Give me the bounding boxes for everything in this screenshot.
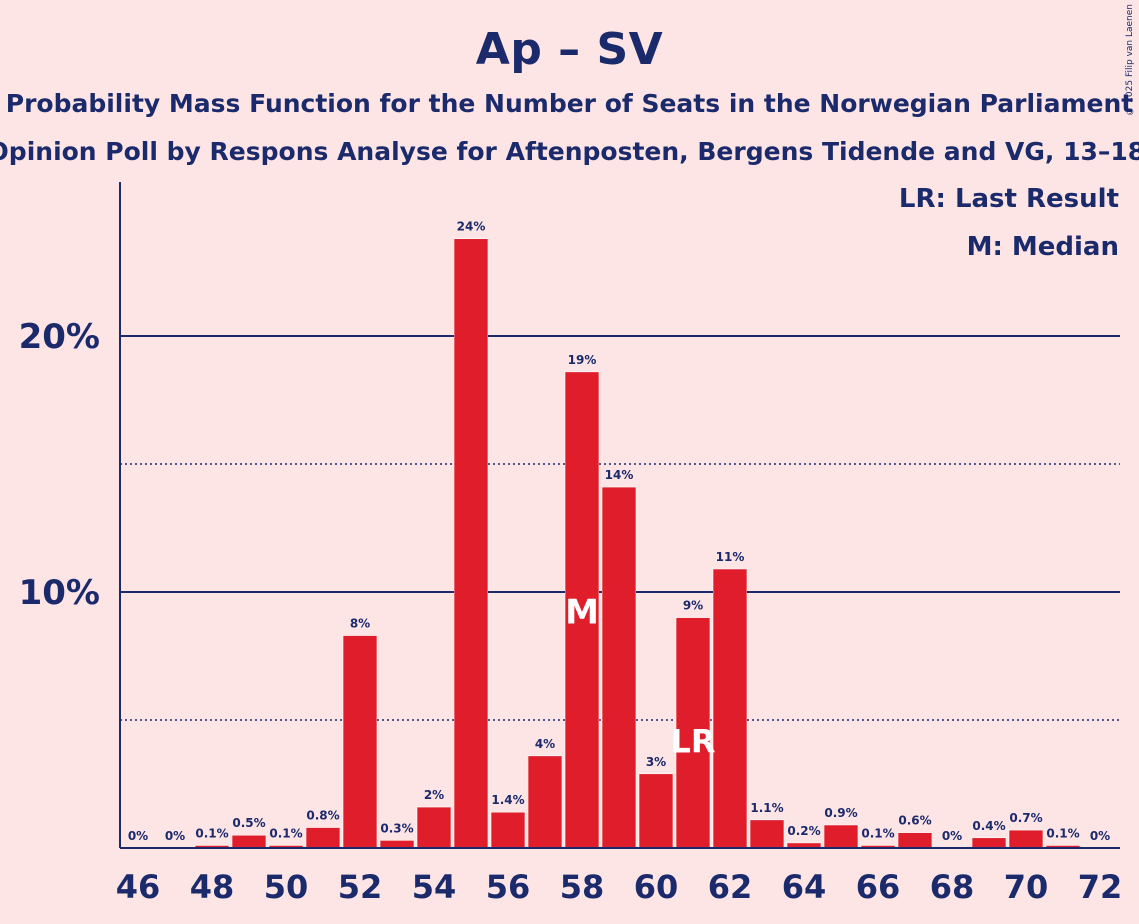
x-tick-label: 72	[1078, 868, 1123, 906]
bar-seat-61	[675, 617, 711, 849]
bar-seat-52	[342, 635, 378, 849]
bar-seat-51	[305, 827, 341, 849]
value-label: 0.1%	[269, 826, 302, 840]
x-tick-label: 54	[412, 868, 457, 906]
value-label: 1.4%	[491, 793, 524, 807]
value-label: 3%	[646, 755, 666, 769]
value-label: 0.7%	[1009, 811, 1042, 825]
x-tick-label: 48	[190, 868, 235, 906]
value-label: 0.3%	[380, 821, 413, 835]
x-tick-label: 46	[116, 868, 161, 906]
bar-seat-58	[564, 371, 600, 849]
x-tick-label: 52	[338, 868, 383, 906]
bar-seat-56	[490, 811, 526, 849]
y-tick-label: 20%	[19, 317, 100, 357]
value-label: 2%	[424, 788, 444, 802]
value-label: 0.1%	[861, 826, 894, 840]
value-label: 0.9%	[824, 806, 857, 820]
bar-seat-67	[897, 832, 933, 849]
value-label: 11%	[716, 550, 745, 564]
x-tick-label: 68	[930, 868, 975, 906]
x-tick-label: 56	[486, 868, 531, 906]
bar-seat-57	[527, 755, 563, 849]
value-label: 0.8%	[306, 809, 339, 823]
x-tick-label: 60	[634, 868, 679, 906]
value-label: 0.5%	[232, 816, 265, 830]
value-label: 0.1%	[1046, 826, 1079, 840]
value-label: 0.2%	[787, 824, 820, 838]
x-tick-label: 64	[782, 868, 827, 906]
bar-seat-62	[712, 568, 748, 849]
chart-subsubtitle: Based on an Opinion Poll by Respons Anal…	[0, 137, 1139, 166]
bar-seat-59	[601, 486, 637, 849]
bar-seat-70	[1008, 829, 1044, 849]
value-label: 14%	[605, 468, 634, 482]
value-label: 0.6%	[898, 814, 931, 828]
x-tick-label: 62	[708, 868, 753, 906]
bar-seat-53	[379, 840, 415, 849]
bar-seat-63	[749, 819, 785, 849]
bar-seat-60	[638, 773, 674, 849]
x-tick-label: 50	[264, 868, 309, 906]
value-label: 9%	[683, 599, 703, 613]
bar-seat-69	[971, 837, 1007, 849]
x-tick-label: 58	[560, 868, 605, 906]
last-result-marker: LR	[670, 722, 715, 760]
x-tick-label: 70	[1004, 868, 1049, 906]
x-tick-label: 66	[856, 868, 901, 906]
bar-seat-49	[231, 834, 267, 849]
value-label: 0%	[165, 829, 185, 843]
legend-median: M: Median	[966, 232, 1119, 262]
header: Ap – SV Probability Mass Function for th…	[0, 0, 1139, 180]
value-label: 4%	[535, 737, 555, 751]
bar-seat-65	[823, 824, 859, 849]
chart-subtitle: Probability Mass Function for the Number…	[5, 89, 1134, 118]
value-label: 24%	[457, 220, 486, 234]
value-label: 19%	[568, 353, 597, 367]
chart-title: Ap – SV	[475, 24, 664, 75]
median-marker: M	[565, 593, 599, 633]
legend-last-result: LR: Last Result	[898, 184, 1119, 214]
y-tick-label: 10%	[19, 573, 100, 613]
value-label: 8%	[350, 617, 370, 631]
value-label: 0%	[128, 829, 148, 843]
value-label: 0%	[1090, 829, 1110, 843]
value-label: 1.1%	[750, 801, 783, 815]
value-label: 0.1%	[195, 826, 228, 840]
value-label: 0%	[942, 829, 962, 843]
bar-seat-54	[416, 806, 452, 849]
bar-seat-55	[453, 238, 489, 849]
value-label: 0.4%	[972, 819, 1005, 833]
